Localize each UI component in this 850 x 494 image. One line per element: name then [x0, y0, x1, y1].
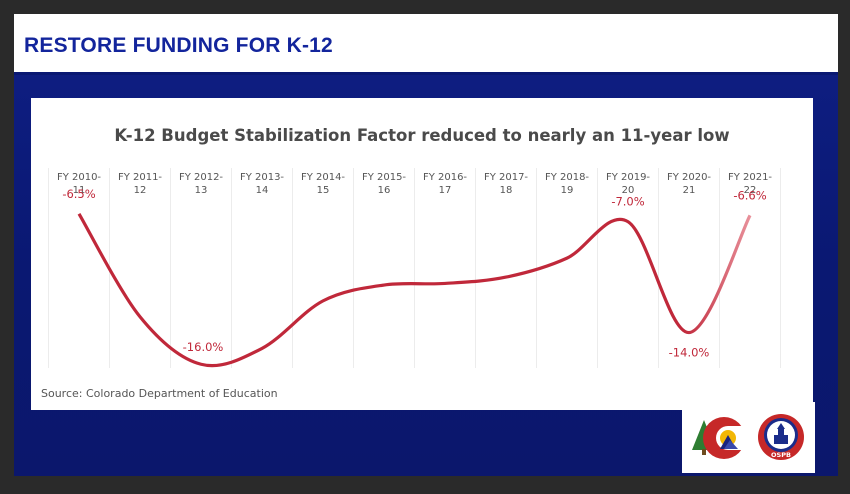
chart-source: Source: Colorado Department of Education — [41, 387, 278, 400]
data-label: -6.5% — [62, 187, 95, 201]
x-tick-label: FY 2016-17 — [423, 172, 467, 196]
x-tick-label: FY 2012-13 — [179, 172, 223, 196]
ospb-seal: OSPB — [758, 414, 804, 460]
ospb-text: OSPB — [771, 451, 791, 459]
x-tick-label: FY 2014-15 — [301, 172, 345, 196]
x-tick-label: FY 2021-22 — [728, 172, 772, 196]
x-tick-label: FY 2019-20 — [606, 172, 650, 196]
x-tick-label: FY 2018-19 — [545, 172, 589, 196]
line-chart: K-12 Budget Stabilization Factor reduced… — [41, 126, 781, 400]
x-tick-label: FY 2020-21 — [667, 172, 711, 196]
data-label: -6.6% — [733, 188, 766, 202]
chart-panel: K-12 Budget Stabilization Factor reduced… — [31, 98, 813, 410]
x-tick-label: FY 2010-11 — [57, 172, 101, 196]
x-tick-label: FY 2015-16 — [362, 172, 406, 196]
chart-title: K-12 Budget Stabilization Factor reduced… — [114, 126, 729, 145]
slide-title: RESTORE FUNDING FOR K-12 — [24, 34, 333, 57]
colorado-c-logo — [692, 417, 748, 459]
slide: RESTORE FUNDING FOR K-12 K-12 Budget Sta… — [14, 14, 838, 476]
x-tick-label: FY 2017-18 — [484, 172, 528, 196]
x-tick-label: FY 2011-12 — [118, 172, 162, 196]
x-tick-label: FY 2013-14 — [240, 172, 284, 196]
logos: OSPB — [692, 414, 804, 460]
series-line — [77, 212, 752, 368]
data-label: -14.0% — [669, 346, 710, 360]
data-label: -7.0% — [611, 195, 644, 209]
logo-panel: OSPB — [682, 402, 815, 473]
data-label: -16.0% — [183, 340, 224, 354]
title-bar: RESTORE FUNDING FOR K-12 — [14, 14, 838, 75]
